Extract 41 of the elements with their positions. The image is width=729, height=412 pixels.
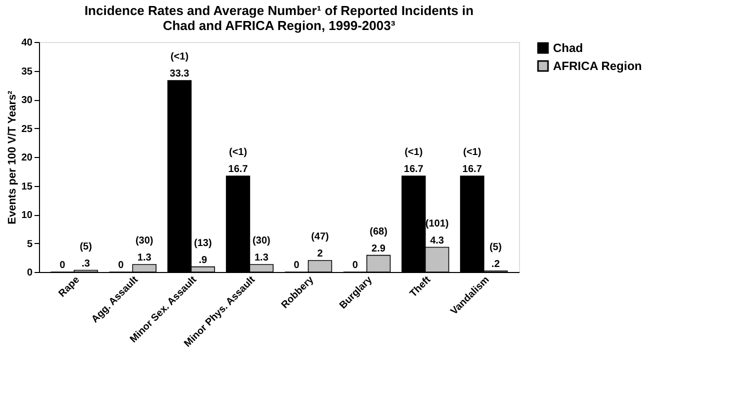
annotation: (68)	[370, 226, 388, 238]
annotation: (<1)	[228, 146, 248, 158]
y-tick-label: 35	[21, 66, 33, 78]
data-label: 0	[60, 260, 66, 271]
data-label: 16.7	[404, 164, 424, 175]
y-tick-label: 30	[21, 95, 33, 106]
annotation: (30)	[252, 236, 270, 247]
annotation: (<1)	[463, 146, 482, 158]
data-label: 33.3	[170, 68, 190, 80]
y-tick-label: 25	[21, 124, 33, 135]
data-label: 4.3	[430, 235, 444, 246]
annotation: (<1)	[170, 52, 189, 63]
data-label: 1.3	[254, 252, 269, 264]
annotation: (13)	[194, 238, 212, 249]
data-label: 16.7	[462, 164, 482, 175]
data-label: .9	[198, 254, 208, 266]
annotation: (5)	[80, 241, 92, 252]
y-tick-label: 15	[21, 181, 33, 192]
data-label: 0	[352, 260, 358, 271]
data-label: 1.3	[137, 252, 152, 264]
annotation: (<1)	[404, 146, 423, 158]
chart-title: Incidence Rates and Average Number¹ of Reported Incidents in Chad and AFRICA Region, 1999-2003³	[84, 3, 474, 33]
legend-label: Chad	[553, 41, 583, 55]
annotation: (47)	[311, 232, 329, 242]
annotation: (101)	[425, 218, 449, 230]
y-tick-label: 5	[26, 238, 33, 250]
data-label: 16.7	[228, 164, 248, 175]
data-label: 2	[317, 248, 324, 260]
legend-label: AFRICA Region	[553, 59, 642, 73]
y-tick-label: 0	[26, 268, 33, 278]
y-tick-label: 40	[21, 38, 33, 48]
data-label: .3	[82, 258, 90, 270]
y-axis-title: Events per 100 V/T Years²	[6, 90, 18, 224]
data-label: .2	[491, 258, 500, 270]
data-label: 0	[118, 260, 124, 271]
data-label: 2.9	[372, 243, 386, 254]
annotation: (5)	[489, 242, 502, 253]
y-tick-label: 10	[21, 210, 33, 221]
annotation: (30)	[135, 236, 154, 247]
y-tick-label: 20	[21, 152, 33, 164]
data-label: 0	[294, 260, 300, 271]
